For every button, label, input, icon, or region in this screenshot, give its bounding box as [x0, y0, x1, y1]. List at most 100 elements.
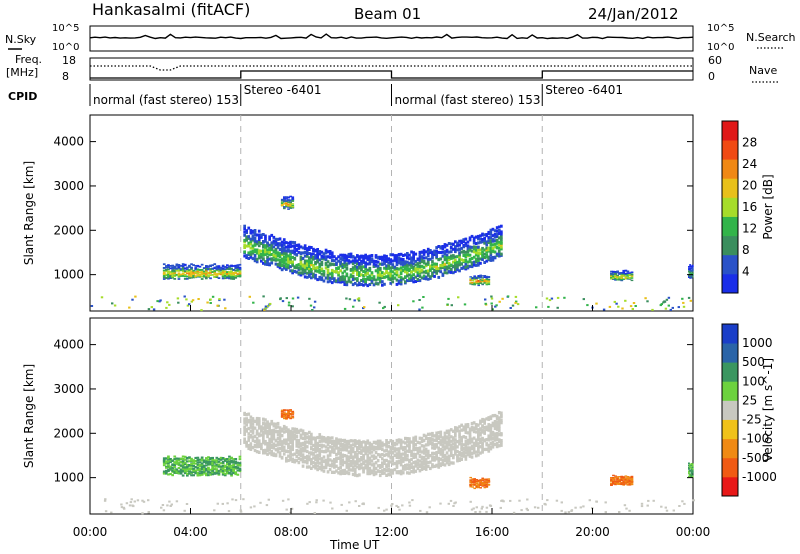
echo-cell	[366, 255, 370, 259]
echo-cell	[391, 468, 395, 473]
echo-cell	[408, 437, 411, 441]
echo-cell	[418, 446, 422, 450]
echo-cell	[497, 438, 501, 442]
ground-scatter-cell	[329, 501, 332, 504]
echo-cell	[378, 276, 382, 279]
echo-cell	[167, 473, 170, 476]
echo-cell	[351, 459, 355, 463]
echo-cell	[257, 432, 261, 436]
ground-scatter-cell	[111, 302, 114, 305]
ground-scatter-cell	[490, 297, 494, 300]
echo-cell	[468, 446, 472, 450]
echo-cell	[424, 461, 428, 465]
echo-cell	[387, 462, 390, 467]
echo-cell	[481, 428, 484, 432]
echo-cell	[429, 438, 432, 442]
echo-cell	[470, 444, 474, 448]
echo-cell	[205, 464, 208, 467]
echo-cell	[618, 476, 621, 478]
echo-cell	[469, 480, 472, 483]
echo-cell	[416, 447, 420, 451]
echo-cell	[370, 463, 374, 467]
echo-cell	[495, 437, 499, 442]
colorbar-tick-label: 20	[742, 179, 757, 193]
echo-cell	[460, 435, 463, 440]
echo-cell	[610, 270, 613, 273]
echo-cell	[330, 258, 334, 262]
echo-cell	[422, 265, 426, 269]
echo-cell	[493, 426, 497, 430]
echo-cell	[610, 274, 613, 276]
echo-cell	[473, 487, 476, 490]
echo-cell	[474, 430, 478, 434]
echo-cell	[285, 201, 288, 203]
echo-cell	[372, 454, 376, 458]
echo-cell	[397, 267, 401, 271]
echo-cell	[280, 413, 284, 415]
echo-cell	[626, 270, 630, 272]
echo-cell	[447, 242, 451, 245]
echo-cell	[270, 246, 274, 250]
echo-cell	[260, 255, 263, 259]
echo-cell	[481, 445, 484, 450]
echo-cell	[356, 259, 359, 263]
echo-cell	[418, 271, 422, 275]
echo-cell	[366, 465, 370, 469]
echo-cell	[230, 466, 233, 469]
echo-cell	[483, 421, 486, 425]
echo-cell	[493, 232, 497, 236]
ground-scatter-cell	[188, 303, 191, 306]
echo-cell	[303, 267, 307, 271]
echo-cell	[481, 448, 484, 453]
echo-cell	[289, 458, 292, 462]
echo-cell	[689, 275, 692, 277]
echo-cell	[406, 437, 409, 441]
echo-cell	[238, 458, 242, 461]
echo-cell	[460, 262, 463, 266]
echo-cell	[230, 267, 233, 270]
echo-cell	[464, 435, 468, 440]
echo-cell	[268, 251, 271, 254]
echo-cell	[200, 467, 204, 470]
echo-cell	[320, 457, 324, 461]
echo-cell	[230, 274, 233, 277]
echo-cell	[272, 431, 276, 435]
echo-cell	[291, 457, 294, 461]
echo-cell	[243, 421, 246, 425]
echo-cell	[689, 475, 692, 478]
echo-cell	[326, 264, 330, 268]
echo-cell	[358, 281, 361, 285]
echo-cell	[401, 265, 405, 269]
echo-cell	[285, 265, 288, 269]
echo-cell	[337, 259, 340, 263]
echo-cell	[262, 417, 265, 421]
echo-cell	[318, 275, 322, 279]
echo-cell	[441, 266, 445, 269]
ground-scatter-cell	[509, 307, 512, 309]
echo-cell	[399, 442, 403, 446]
echo-cell	[209, 457, 212, 460]
echo-cell	[477, 447, 480, 451]
echo-cell	[343, 260, 347, 264]
echo-cell	[483, 276, 487, 278]
echo-cell	[443, 243, 447, 247]
echo-cell	[360, 445, 363, 449]
echo-cell	[495, 241, 499, 245]
echo-cell	[628, 277, 632, 279]
echo-cell	[445, 258, 449, 261]
ground-scatter-cell	[665, 298, 669, 301]
echo-cell	[624, 269, 628, 272]
echo-cell	[445, 267, 449, 271]
echo-cell	[385, 458, 388, 463]
echo-cell	[310, 432, 313, 436]
echo-cell	[356, 446, 359, 450]
ground-scatter-cell	[290, 507, 294, 510]
echo-cell	[266, 444, 269, 448]
echo-cell	[412, 460, 415, 465]
echo-cell	[401, 254, 405, 257]
echo-cell	[483, 248, 486, 252]
echo-cell	[381, 453, 384, 457]
echo-cell	[272, 245, 276, 249]
echo-cell	[612, 479, 615, 481]
